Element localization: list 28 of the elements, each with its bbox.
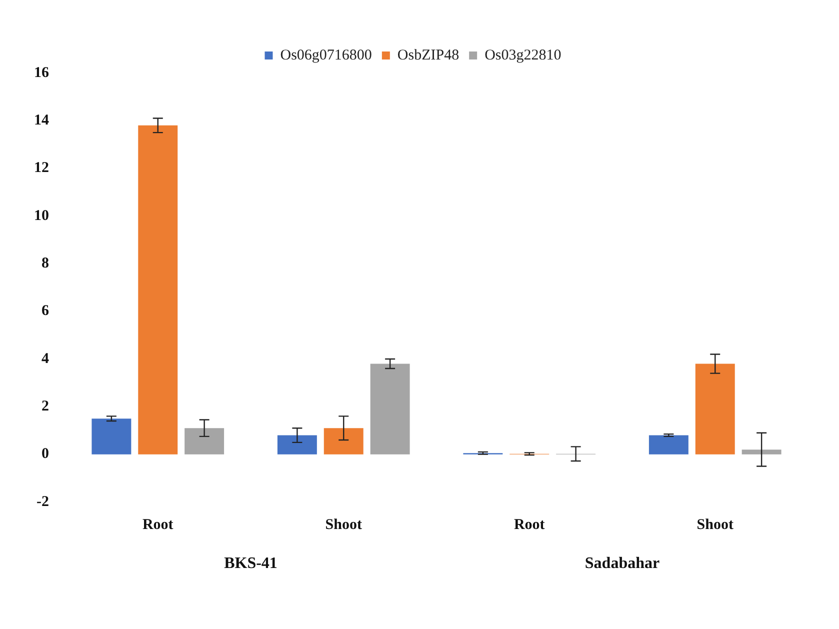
y-tick-label: 0 [42, 446, 49, 462]
y-tick-label: 4 [42, 350, 50, 367]
legend-label: Os06g0716800 [280, 47, 372, 64]
x-tick-label: Shoot [325, 516, 362, 533]
text: Sadabahar [584, 555, 660, 572]
text: BKS-41 [224, 555, 278, 572]
y-tick-label: 2 [42, 398, 49, 415]
bar [138, 125, 178, 454]
y-tick-label: 16 [34, 64, 50, 81]
bar [648, 435, 688, 454]
bar [324, 428, 364, 454]
y-tick-label: 8 [42, 256, 49, 272]
y-tick-label: 6 [42, 303, 50, 320]
y-tick-label: 12 [34, 160, 49, 176]
x-tick-label: Root [514, 516, 545, 533]
bar [184, 428, 224, 454]
bar [695, 364, 735, 454]
bar [277, 435, 317, 454]
bar [370, 364, 410, 454]
legend-label: OsbZIP48 [397, 47, 460, 64]
bar [92, 418, 132, 454]
bar [742, 450, 782, 454]
y-tick-label: 14 [34, 112, 50, 129]
legend-label: Os03g22810 [484, 47, 562, 64]
x-tick-label: Shoot [696, 516, 734, 533]
y-tick-label: 10 [34, 208, 49, 224]
y-tick-label: -2 [36, 494, 49, 510]
x-tick-label: Root [142, 516, 174, 533]
